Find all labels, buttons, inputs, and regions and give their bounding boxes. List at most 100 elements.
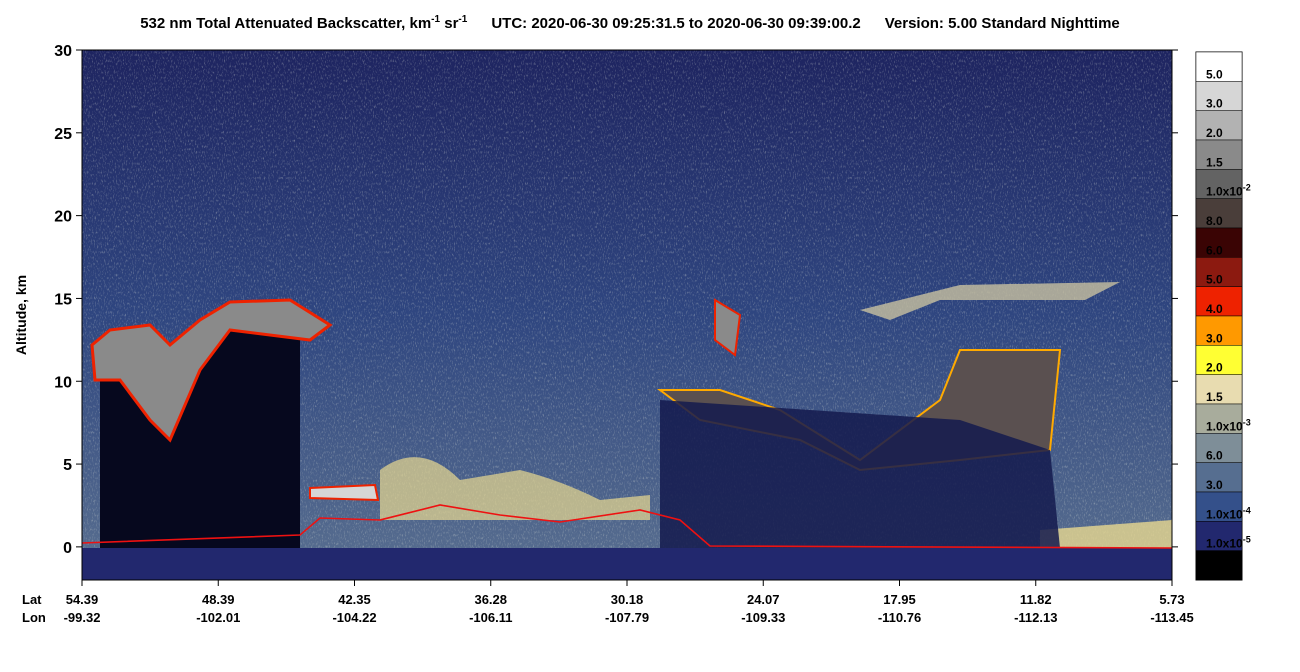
colorbar-label-text: 2.0 <box>1206 361 1223 375</box>
colorbar-swatch <box>1195 550 1243 581</box>
y-tick-label: 0 <box>63 540 72 557</box>
cloud <box>309 483 380 502</box>
colorbar-label-text: 6.0 <box>1206 243 1223 257</box>
colorbar-swatch <box>1195 374 1243 405</box>
lat-label: 30.18 <box>611 592 644 607</box>
colorbar-label-text: 4.0 <box>1206 302 1223 316</box>
colorbar-swatch <box>1195 491 1243 522</box>
lat-label: 17.95 <box>883 592 916 607</box>
colorbar-label: 5.0 <box>1206 273 1223 287</box>
title-sup: -1 <box>431 14 440 25</box>
colorbar-label: 1.0x10-2 <box>1206 183 1251 199</box>
title-mid: sr <box>440 15 459 32</box>
colorbar-label-text: 5.0 <box>1206 273 1223 287</box>
lat-label: 48.39 <box>202 592 235 607</box>
colorbar-swatch <box>1195 110 1243 141</box>
title-main: 532 nm Total Attenuated Backscatter, km <box>140 15 431 32</box>
chart-title: 532 nm Total Attenuated Backscatter, km-… <box>140 14 1120 32</box>
colorbar-swatch <box>1195 462 1243 493</box>
colorbar-swatch <box>1195 169 1243 199</box>
y-tick-label: 10 <box>54 374 72 391</box>
colorbar-swatch <box>1195 345 1243 375</box>
colorbar-label: 2.0 <box>1206 361 1223 375</box>
colorbar-label-exp: -3 <box>1243 417 1251 427</box>
lat-label: 54.39 <box>66 592 99 607</box>
lon-label: -104.22 <box>332 610 376 625</box>
colorbar-label: 5.0 <box>1206 67 1223 81</box>
colorbar-swatch <box>1195 433 1243 463</box>
colorbar-label: 3.0 <box>1206 331 1223 345</box>
lat-label: 24.07 <box>747 592 780 607</box>
aerosol <box>380 457 650 520</box>
colorbar-swatch <box>1195 198 1243 229</box>
colorbar-swatch <box>1195 139 1243 170</box>
y-tick-label: 5 <box>63 457 72 474</box>
y-tick-label: 20 <box>54 209 72 226</box>
title-version: Version: 5.00 Standard Nighttime <box>885 15 1120 32</box>
colorbar-label-text: 2.0 <box>1206 126 1223 140</box>
colorbar-label-text: 3.0 <box>1206 331 1223 345</box>
colorbar-label-text: 1.0x10 <box>1206 185 1243 199</box>
colorbar-label: 4.0 <box>1206 302 1223 316</box>
cirrus <box>860 282 1120 320</box>
colorbar-label-text: 1.5 <box>1206 155 1223 169</box>
aerosol <box>1040 520 1172 548</box>
colorbar-label: 1.0x10-4 <box>1206 505 1251 521</box>
colorbar-label-text: 8.0 <box>1206 214 1223 228</box>
lat-label: 11.82 <box>1020 592 1052 607</box>
colorbar-label: 2.0 <box>1206 126 1223 140</box>
colorbar-label: 3.0 <box>1206 478 1223 492</box>
title-sup: -1 <box>458 14 467 25</box>
cloud <box>714 298 742 357</box>
colorbar-label: 1.5 <box>1206 390 1223 404</box>
x-row-label: Lon <box>22 610 46 625</box>
lon-label: -102.01 <box>196 610 240 625</box>
colorbar-label-text: 1.0x10 <box>1206 507 1243 521</box>
colorbar-label-text: 5.0 <box>1206 67 1223 81</box>
colorbar-label: 1.0x10-5 <box>1206 535 1251 551</box>
curtain-image <box>82 50 1172 580</box>
colorbar-swatch <box>1195 227 1243 258</box>
lat-label: 5.73 <box>1159 592 1184 607</box>
y-tick-label: 25 <box>54 126 72 143</box>
cloud <box>90 298 333 443</box>
lat-label: 36.28 <box>474 592 507 607</box>
lat-label: 42.35 <box>338 592 371 607</box>
lon-label: -109.33 <box>741 610 785 625</box>
colorbar-label: 6.0 <box>1206 449 1223 463</box>
colorbar-label-exp: -2 <box>1243 183 1251 193</box>
colorbar-label-text: 1.0x10 <box>1206 419 1243 433</box>
subsurface <box>82 548 1172 580</box>
colorbar-label-exp: -5 <box>1243 535 1251 545</box>
colorbar-swatch <box>1195 257 1243 287</box>
colorbar-label: 6.0 <box>1206 243 1223 257</box>
colorbar-label: 3.0 <box>1206 97 1223 111</box>
surface-line <box>82 504 1172 549</box>
colorbar-label: 8.0 <box>1206 214 1223 228</box>
colorbar-swatch <box>1195 315 1243 346</box>
lon-label: -110.76 <box>878 610 921 625</box>
title-utc: UTC: 2020-06-30 09:25:31.5 to 2020-06-30… <box>491 15 860 32</box>
colorbar-label-exp: -4 <box>1243 505 1251 515</box>
y-axis-label: Altitude, km <box>13 275 29 355</box>
colorbar-label: 1.5 <box>1206 155 1223 169</box>
x-row-label: Lat <box>22 592 42 607</box>
colorbar-label-text: 6.0 <box>1206 449 1223 463</box>
lon-label: -99.32 <box>64 610 101 625</box>
y-tick-label: 15 <box>54 291 72 308</box>
lon-label: -113.45 <box>1150 610 1193 625</box>
lon-label: -112.13 <box>1014 610 1057 625</box>
y-tick-label: 30 <box>54 43 72 60</box>
colorbar-label-text: 3.0 <box>1206 478 1223 492</box>
lon-label: -107.79 <box>605 610 649 625</box>
colorbar-swatch <box>1195 81 1243 111</box>
colorbar-label-text: 1.0x10 <box>1206 537 1243 551</box>
colorbar-label-text: 3.0 <box>1206 97 1223 111</box>
colorbar-label-text: 1.5 <box>1206 390 1223 404</box>
colorbar-swatch <box>1195 286 1243 317</box>
colorbar-label: 1.0x10-3 <box>1206 417 1251 433</box>
colorbar-swatch <box>1195 403 1243 434</box>
colorbar-swatch <box>1195 51 1243 82</box>
lon-label: -106.11 <box>469 610 512 625</box>
